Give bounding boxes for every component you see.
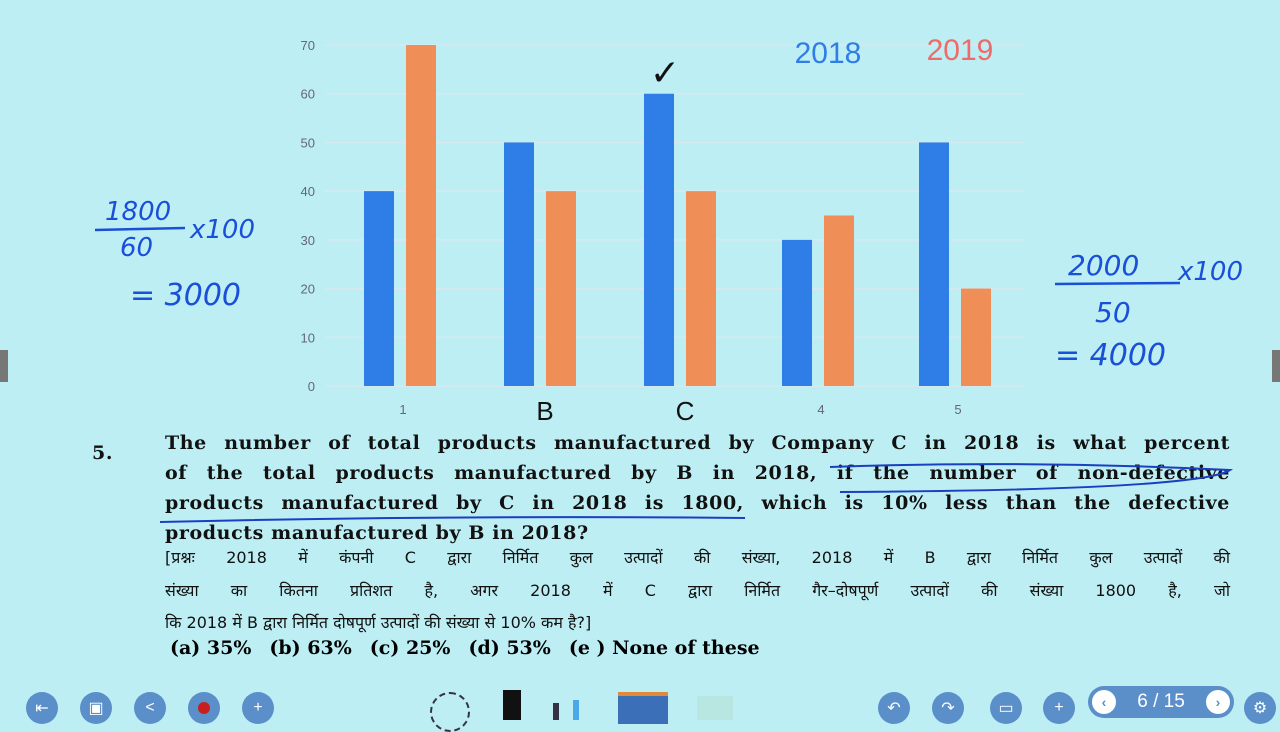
bar-2019-5 <box>961 288 991 386</box>
question-line: The number of total products manufacture… <box>165 432 1230 454</box>
y-tick-label: 60 <box>301 87 315 102</box>
add-page-icon[interactable]: + <box>1043 692 1075 724</box>
x-tick-label: C <box>676 396 695 426</box>
legend-2019: 2019 <box>927 34 994 67</box>
highlighter-icon[interactable] <box>573 700 579 720</box>
handwritten-numerator: 2000 <box>1068 249 1139 282</box>
handwritten-denominator: 60 <box>120 233 153 263</box>
y-tick-label: 40 <box>301 184 315 199</box>
answer-options: (a) 35% (b) 63% (c) 25% (d) 53% (e ) Non… <box>170 637 778 659</box>
marker-icon[interactable] <box>553 703 559 720</box>
bar-2019-B <box>546 191 576 386</box>
option-d[interactable]: (d) 53% <box>468 637 551 659</box>
pen-icon[interactable] <box>503 690 521 720</box>
bar-2018-4 <box>782 239 812 386</box>
bar-2018-5 <box>919 142 949 386</box>
bar-2019-C <box>686 191 716 386</box>
y-tick-label: 70 <box>301 38 315 53</box>
x-tick-label: 4 <box>817 402 824 417</box>
bar-2018-C <box>644 93 674 386</box>
bar-2018-1 <box>364 191 394 386</box>
y-tick-label: 30 <box>301 233 315 248</box>
y-tick-label: 20 <box>301 282 315 297</box>
add-user-icon[interactable]: + <box>242 692 274 724</box>
question-line: of the total products manufactured by B … <box>165 462 1230 484</box>
handwritten-numerator: 1800 <box>105 197 171 227</box>
handwritten-multiplier: x100 <box>1177 257 1243 287</box>
hindi-line: संख्या का कितना प्रतिशत है, अगर 2018 में… <box>165 581 1230 600</box>
image-icon[interactable] <box>697 696 733 720</box>
fraction-bar <box>94 226 186 232</box>
handwritten-result: = 3000 <box>130 278 241 313</box>
y-tick-label: 0 <box>308 379 315 394</box>
question-number: 5. <box>92 442 114 464</box>
right-scroll-handle[interactable] <box>1272 350 1280 382</box>
screen-icon[interactable]: ▭ <box>990 692 1022 724</box>
share-icon[interactable]: < <box>134 692 166 724</box>
hindi-line: कि 2018 में B द्वारा निर्मित दोषपूर्ण उत… <box>165 613 592 632</box>
option-b[interactable]: (b) 63% <box>269 637 352 659</box>
x-tick-label: 5 <box>954 402 961 417</box>
bar-chart: 0 10 20 30 40 50 60 70 1 B C 4 5 2018 2019 ✓ 1800 60 x100 =… <box>94 34 1243 426</box>
x-tick-label: 1 <box>399 402 406 417</box>
exit-icon[interactable]: ⇤ <box>26 692 58 724</box>
x-tick-label: B <box>536 396 553 426</box>
prev-page-icon[interactable]: ‹ <box>1092 690 1116 714</box>
record-icon[interactable] <box>188 692 220 724</box>
option-a[interactable]: (a) 35% <box>170 637 252 659</box>
y-tick-label: 10 <box>301 330 315 345</box>
left-scroll-handle[interactable] <box>0 350 8 382</box>
handwritten-multiplier: x100 <box>189 215 255 245</box>
lasso-select-icon[interactable] <box>430 692 470 732</box>
question-line: products manufactured by C in 2018 is 18… <box>165 492 1230 514</box>
toolbox-icon[interactable] <box>618 692 668 724</box>
handwritten-denominator: 50 <box>1095 296 1131 329</box>
bar-2018-B <box>504 142 534 386</box>
y-tick-label: 50 <box>301 135 315 150</box>
fraction-bar <box>1054 281 1181 286</box>
save-icon[interactable]: ▣ <box>80 692 112 724</box>
bar-2019-4 <box>824 215 854 386</box>
option-c[interactable]: (c) 25% <box>369 637 451 659</box>
check-mark: ✓ <box>650 52 680 93</box>
option-e[interactable]: (e ) None of these <box>568 637 760 659</box>
question-line: products manufactured by B in 2018? <box>165 522 589 544</box>
handwritten-result: = 4000 <box>1055 338 1166 373</box>
next-page-icon[interactable]: › <box>1205 690 1230 714</box>
undo-icon[interactable]: ↶ <box>878 692 910 724</box>
settings-icon[interactable]: ⚙ <box>1244 692 1276 724</box>
redo-icon[interactable]: ↷ <box>932 692 964 724</box>
page-navigator: ‹ 6 / 15 › <box>1088 686 1234 718</box>
page-indicator: 6 / 15 <box>1137 691 1185 712</box>
underline-annotation <box>159 463 1234 523</box>
legend-2018: 2018 <box>795 37 862 70</box>
bar-2019-1 <box>406 45 436 386</box>
hindi-line: [प्रश्नः 2018 में कंपनी C द्वारा निर्मित… <box>165 548 1230 567</box>
